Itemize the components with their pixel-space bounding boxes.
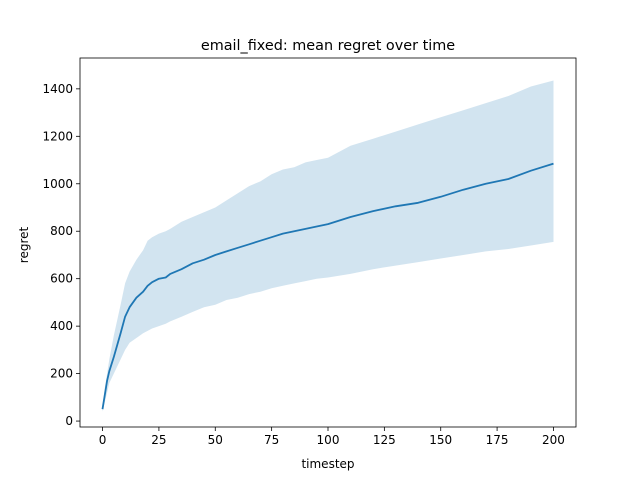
x-tick-label: 150 [429, 433, 452, 447]
mean-regret-line [101, 162, 554, 410]
y-tick-label: 0 [65, 414, 73, 428]
plot-area: 0 25 50 75 100 125 150 175 200 0 200 400 600 800 1000 1… [42, 57, 577, 447]
chart-title: email_fixed: mean regret over time [201, 38, 455, 54]
x-axis-label: timestep [301, 457, 354, 471]
y-tick-label: 600 [50, 272, 73, 286]
x-tick-label: 25 [151, 433, 166, 447]
x-tick-label: 100 [317, 433, 340, 447]
x-tick-label: 0 [99, 433, 107, 447]
x-tick-label: 175 [486, 433, 509, 447]
x-tick-label: 50 [208, 433, 223, 447]
y-tick-label: 1200 [42, 129, 73, 143]
y-tick-label: 1000 [42, 177, 73, 191]
y-tick-label: 1400 [42, 82, 73, 96]
x-tick-label: 75 [264, 433, 279, 447]
y-tick-label: 800 [50, 224, 73, 238]
y-tick-label: 400 [50, 319, 73, 333]
x-tick-label: 125 [373, 433, 396, 447]
y-axis-label: regret [17, 226, 31, 263]
x-tick-label: 200 [542, 433, 565, 447]
y-tick-label: 200 [50, 367, 73, 381]
confidence-band [102, 80, 554, 412]
